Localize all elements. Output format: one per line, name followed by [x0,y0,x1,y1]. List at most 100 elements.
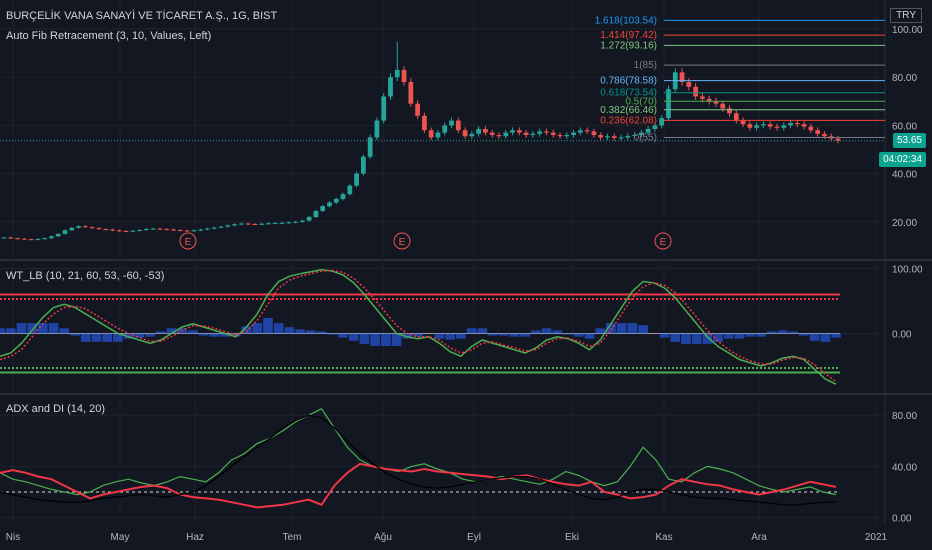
wt-indicator-title[interactable]: WT_LB (10, 21, 60, 53, -60, -53) [6,270,165,282]
wt-histogram-bar [113,333,123,342]
candle-body [110,229,115,231]
countdown-tag: 04:02:34 [879,152,926,167]
earnings-marker-label: E [660,237,667,248]
earnings-marker-label: E [185,237,192,248]
fib-level-label: 0.618(73.54) [600,88,657,99]
candle-body [313,210,319,218]
candle-body [340,194,346,199]
candle-body [279,222,285,224]
wt-histogram-bar [734,333,745,339]
wt-histogram-bar [456,333,466,339]
candle-body [49,236,54,239]
candle-body [808,126,814,131]
fib-indicator-title[interactable]: Auto Fib Retracement (3, 10, Values, Lef… [6,30,212,42]
candle-body [564,135,570,137]
wt-histogram-bar [766,331,777,334]
candle-body [794,122,800,125]
candle-body [523,132,529,136]
candle-body [347,185,353,195]
wt-histogram-bar [145,333,155,337]
candle-body [537,131,543,134]
candle-body [394,69,400,78]
wt-histogram-bar [595,328,606,334]
wt-histogram-bar [799,333,809,336]
candle-body [788,122,793,126]
candle-body [632,135,637,137]
candle-body [191,230,197,232]
candle-body [449,120,454,126]
wt1-line [0,269,837,385]
candle-body [720,103,726,109]
candle-body [700,96,705,99]
plus-di-line [0,408,837,496]
candle-body [286,222,292,224]
wt-histogram-bar [338,333,348,338]
candle-body [747,124,753,128]
wt-histogram-bar [584,333,595,339]
candle-body [171,229,176,231]
candle-body [211,227,217,229]
candle-body [272,223,278,225]
candle-body [164,229,170,231]
wt-histogram-bar [509,333,520,337]
wt-pane [0,269,841,385]
wt-histogram-bar [606,323,616,334]
candle-body [496,135,502,137]
candle-body [144,229,149,231]
fib-level-label: 1.618(103.54) [595,15,657,26]
candle-body [408,81,414,104]
y-tick-label: 40.00 [892,462,917,473]
wt-histogram-bar [102,333,113,342]
wt-histogram-bar [48,323,59,334]
wt-histogram-bar [295,329,305,334]
wt-histogram-bar [59,328,70,334]
fib-level-label: 1.272(93.16) [600,40,657,51]
candle-body [205,228,210,230]
currency-badge[interactable]: TRY [890,8,922,23]
wt-histogram-bar [756,333,766,337]
candle-body [571,132,576,136]
y-tick-label: 80.00 [892,73,917,84]
candle-body [232,224,237,226]
earnings-marker-label: E [399,237,406,248]
candle-body [686,81,692,87]
candle-body [252,224,258,226]
candle-body [259,223,265,225]
adx-pane [0,408,840,509]
candle-body [462,130,468,137]
candle-body [299,220,305,222]
wt-histogram-bar [391,333,402,346]
wt-histogram-bar [220,333,230,337]
candle-body [652,125,658,129]
candle-body [28,239,34,241]
candle-body [774,126,780,128]
wt-histogram-bar [573,333,584,337]
candle-body [510,130,515,133]
candle-body [645,129,651,133]
adx-indicator-title[interactable]: ADX and DI (14, 20) [6,403,106,415]
fib-level-label: 1.414(97.42) [600,30,657,41]
minus-di-line [0,462,837,509]
candle-body [469,133,475,137]
wt-histogram-bar [273,323,284,334]
wt-histogram-bar [263,317,273,334]
candle-body [333,198,339,203]
candle-body [767,124,773,127]
candle-body [476,129,482,134]
candle-body [754,125,760,128]
wt-histogram-bar [413,333,423,337]
wt-histogram-bar [659,333,670,338]
candle-body [625,135,631,138]
x-tick-label: May [111,532,130,543]
candle-body [591,131,597,136]
wt-histogram-bar [616,323,627,334]
fib-retracement: 1.618(103.54) 1.414(97.42)1.272(93.16) 1(8… [595,15,885,143]
fib-level-label: 1(85) [634,60,657,71]
x-tick-label: Tem [283,532,302,543]
wt-histogram-bar [284,327,295,334]
x-tick-label: Ara [751,532,767,543]
wt-histogram-bar [381,333,391,346]
